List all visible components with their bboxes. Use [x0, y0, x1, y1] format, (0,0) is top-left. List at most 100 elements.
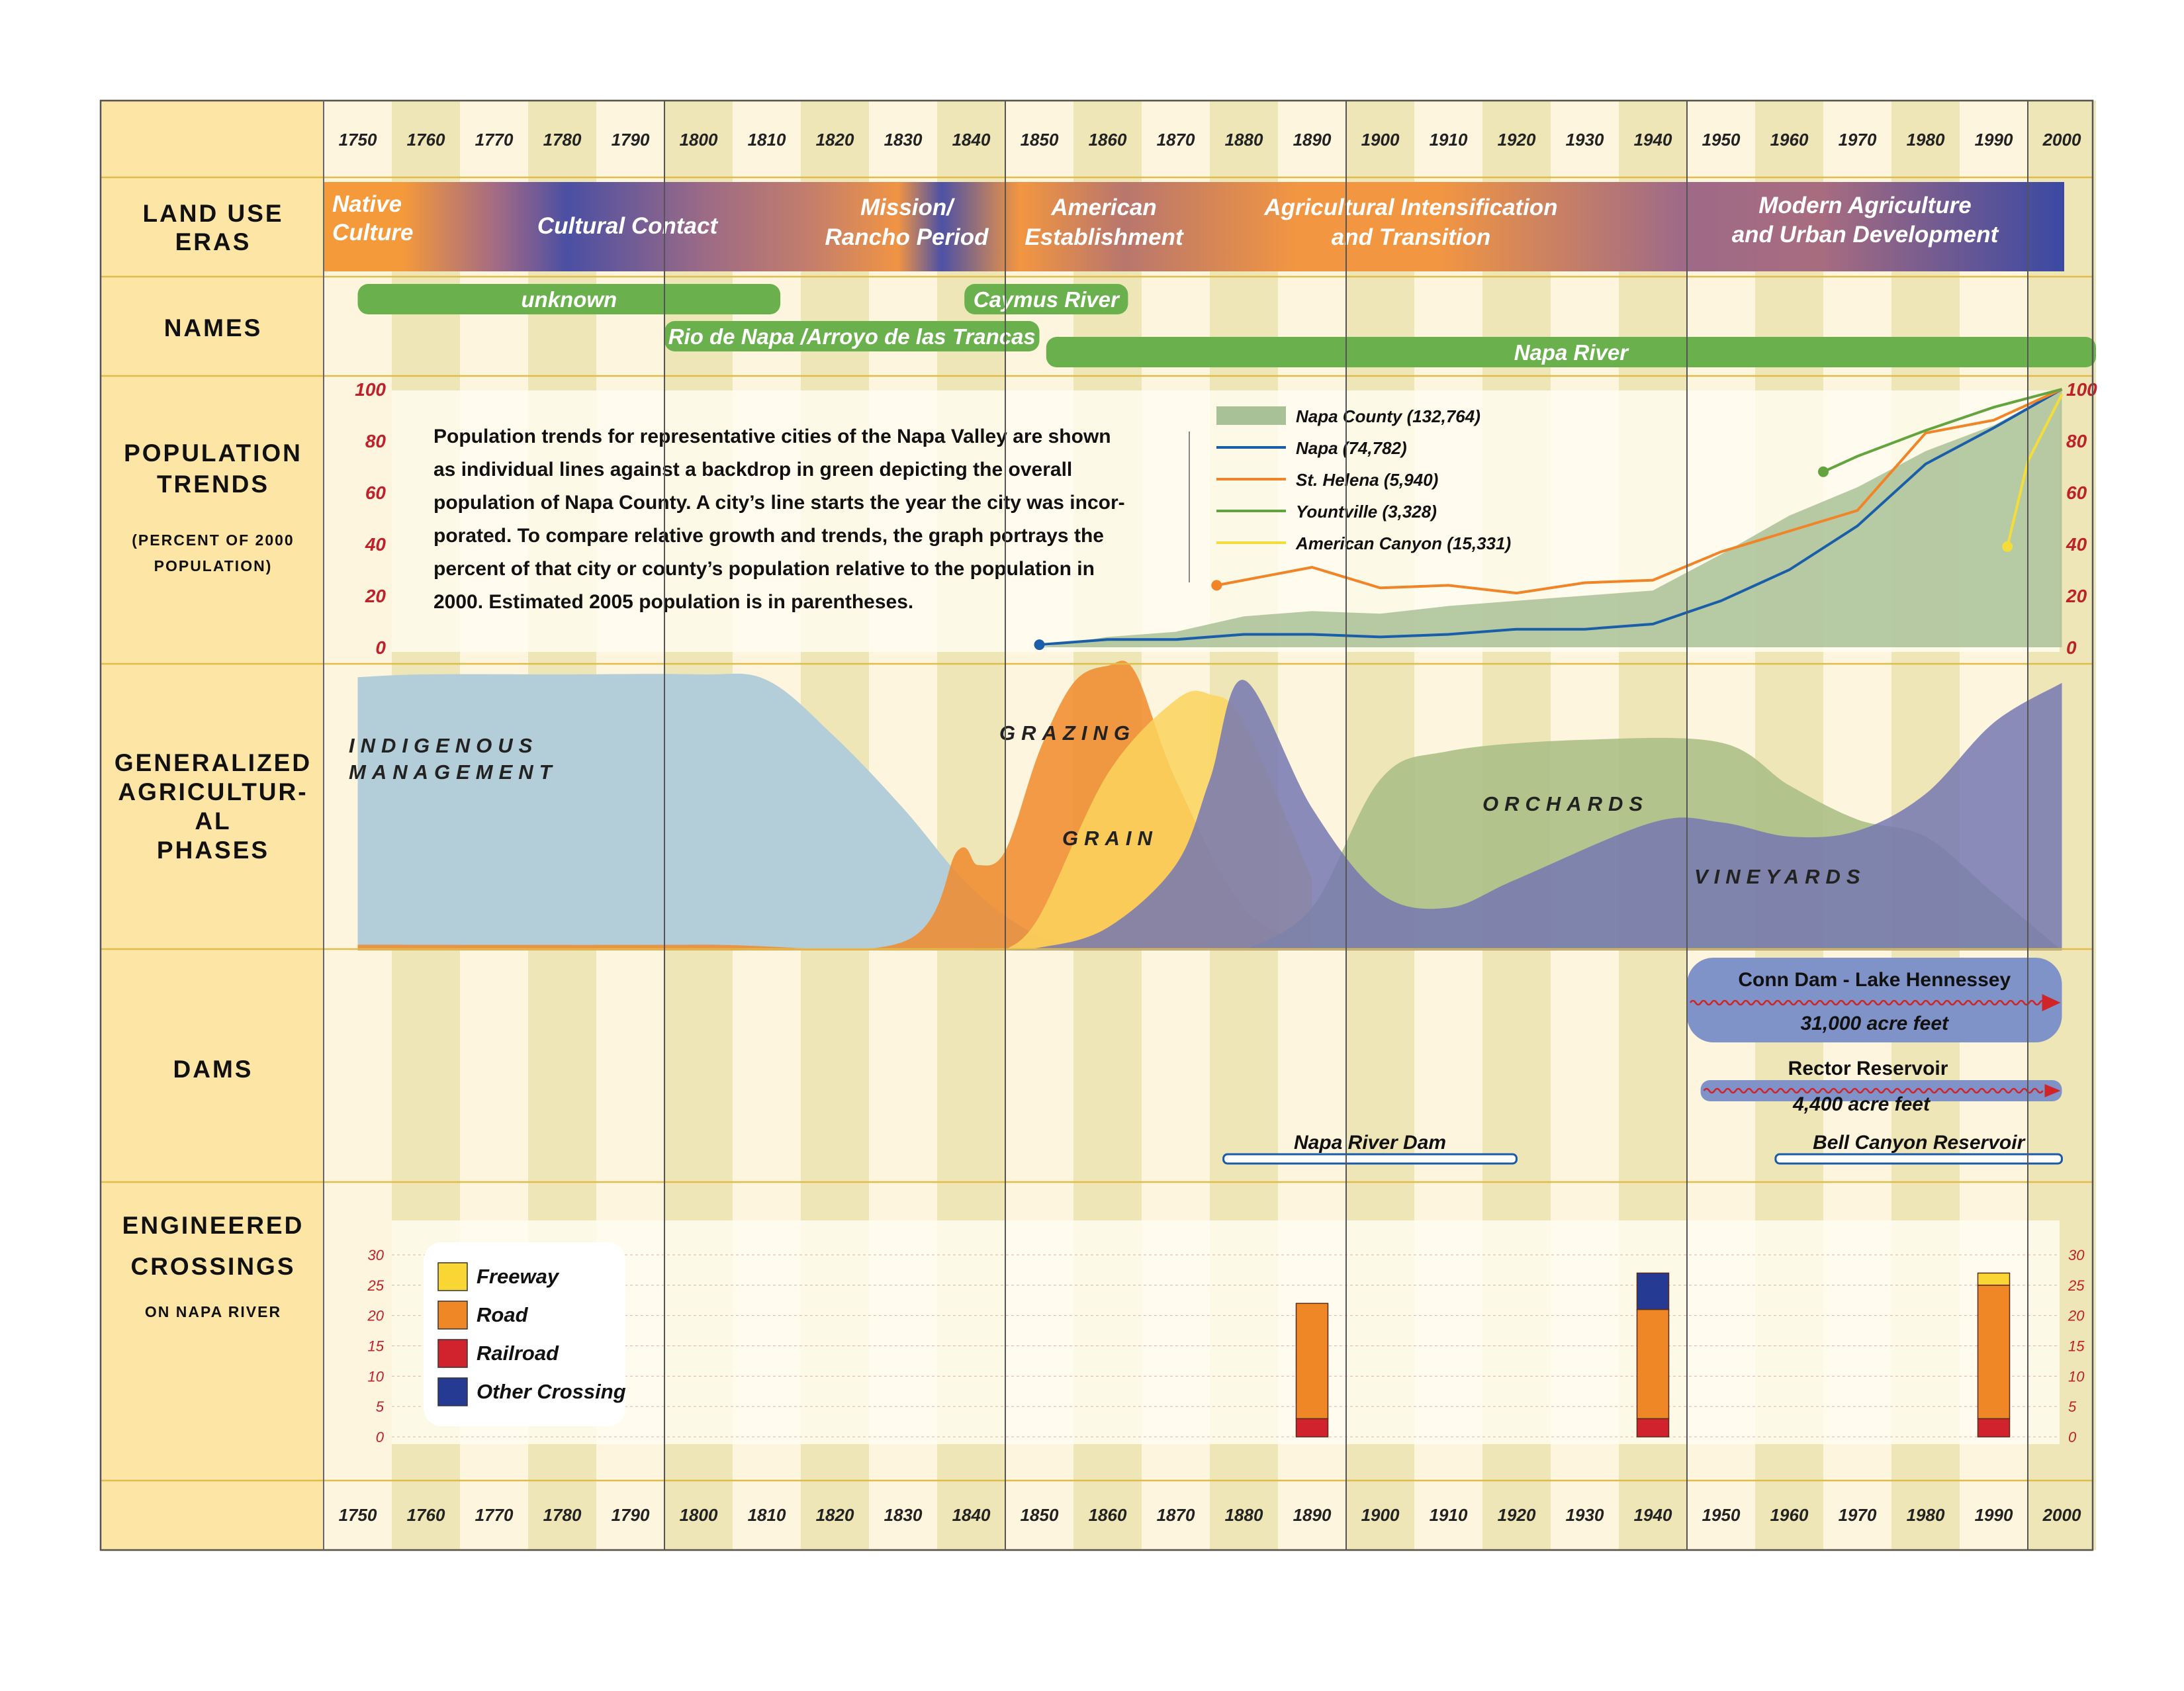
frame-lines [99, 99, 2094, 1551]
cross-bar-1940-road [1636, 1308, 1670, 1420]
year-label-bottom-1960: 1960 [1770, 1505, 1809, 1525]
year-label-top-1860: 1860 [1089, 130, 1127, 150]
year-label-bottom-1820: 1820 [816, 1505, 854, 1525]
dam-bar-napa-river-dam [1222, 1153, 1518, 1165]
pop-tick-right-40: 40 [2066, 534, 2087, 555]
cross-legend-swatch-2 [437, 1339, 468, 1368]
pop-tick-left-40: 40 [365, 534, 387, 555]
land-use-era-band [324, 182, 2064, 271]
agricultural-phase-labels: INDIGENOUS MANAGEMENT INDIGENOUS MANAGEM… [349, 721, 1860, 888]
year-label-top-1950: 1950 [1702, 130, 1741, 150]
pop-line-start-2 [1211, 580, 1222, 591]
pop-line-2 [1216, 388, 2063, 595]
pop-tick-right-80: 80 [2066, 431, 2087, 451]
crossings-bars [1295, 1272, 2011, 1438]
year-label-bottom-1860: 1860 [1089, 1505, 1127, 1525]
cross-tick-right-20: 20 [2068, 1308, 2085, 1324]
year-label-top-1890: 1890 [1293, 130, 1332, 150]
year-label-top-1810: 1810 [748, 130, 786, 150]
phase-label-orchards: ORCHARDS [1482, 792, 1649, 815]
year-label-top-1820: 1820 [816, 130, 854, 150]
row-label-population-2: TRENDS [157, 471, 269, 498]
cross-tick-right-30: 30 [2068, 1247, 2085, 1263]
cross-legend-label-3: Other Crossing [477, 1380, 626, 1403]
dam-title-conn: Conn Dam - Lake Hennessey [1738, 969, 2011, 991]
year-label-bottom-1780: 1780 [543, 1505, 582, 1525]
agricultural-phases [357, 661, 2062, 950]
row-label-crossings-2: CROSSINGS [130, 1253, 295, 1280]
pop-tick-left-20: 20 [365, 586, 387, 606]
cross-tick-left-20: 20 [367, 1308, 385, 1324]
dam-flow-rector [1703, 1087, 2044, 1094]
pop-line-1 [1039, 388, 2063, 647]
year-label-top-1850: 1850 [1021, 130, 1059, 150]
year-label-bottom-1970: 1970 [1839, 1505, 1877, 1525]
dam-capacity-conn: 31,000 acre feet [1800, 1013, 1950, 1034]
year-label-bottom-1950: 1950 [1702, 1505, 1741, 1525]
dam-bar-rector [1700, 1080, 2062, 1101]
row-sublabel-crossings: ON NAPA RIVER [145, 1303, 281, 1320]
dam-title-bell-canyon: Bell Canyon Reservoir [1813, 1132, 2026, 1154]
crossings-plot-background [392, 1220, 2060, 1444]
row-label-crossings-1: ENGINEERED [122, 1212, 304, 1239]
cross-tick-left-30: 30 [368, 1247, 385, 1263]
year-label-top-1830: 1830 [884, 130, 923, 150]
pop-legend-label-2: St. Helena (5,940) [1296, 470, 1438, 490]
year-label-top-1940: 1940 [1634, 130, 1672, 150]
phase-area-indigenous-management [357, 673, 1108, 950]
era-agricultural-2: and Transition [1332, 224, 1491, 250]
population-legend: Napa County (132,764) Napa (74,782) St. He… [1216, 406, 1511, 553]
era-native-2: Culture [332, 220, 414, 246]
year-label-bottom-1920: 1920 [1498, 1505, 1536, 1525]
year-label-top-1990: 1990 [1975, 130, 2013, 150]
row-label-agriculture-1: GENERALIZED [114, 749, 312, 776]
name-label-0: unknown [521, 287, 617, 312]
year-label-bottom-2000: 2000 [2042, 1505, 2081, 1525]
row-label-agriculture-2: AGRICULTUR- [118, 778, 308, 805]
cross-bar-1990-railroad [1977, 1418, 2011, 1438]
row-labels: LAND USE ERAS NAMES POPULATION TRENDS (P… [114, 200, 312, 1320]
era-mission-1: Mission/ [860, 195, 955, 220]
dam-flow-conn [1689, 999, 2052, 1006]
cross-bar-1940-railroad [1636, 1418, 1670, 1438]
description-line-2: as individual lines against a backdrop i… [433, 459, 1072, 480]
name-label-1: Caymus River [974, 287, 1120, 312]
pop-legend-label-4: American Canyon (15,331) [1295, 533, 1511, 553]
pop-legend-label-0: Napa County (132,764) [1296, 406, 1480, 426]
year-label-top-1930: 1930 [1566, 130, 1604, 150]
phase-label-indigenous-line1: INDIGENOUS [349, 734, 538, 757]
cross-bar-1890-railroad [1295, 1418, 1329, 1438]
row-label-land-use-1: LAND USE [142, 200, 283, 227]
name-label-2: Rio de Napa /Arroyo de las Trancas [668, 324, 1036, 349]
year-label-top-1900: 1900 [1361, 130, 1400, 150]
pop-tick-left-80: 80 [365, 431, 387, 451]
river-names: unknown Caymus River Rio de Napa /Arroyo d… [357, 284, 2096, 367]
year-label-top-1870: 1870 [1157, 130, 1195, 150]
cross-tick-left-25: 25 [367, 1277, 385, 1294]
year-label-bottom-1850: 1850 [1021, 1505, 1059, 1525]
row-label-agriculture-3: AL [195, 807, 231, 835]
cross-legend-label-0: Freeway [477, 1265, 560, 1288]
description-line-3: population of Napa County. A city’s line… [433, 492, 1125, 514]
description-line-1: Population trends for representative cit… [433, 426, 1111, 447]
pop-legend-swatch-0 [1216, 406, 1286, 425]
pop-tick-left-100: 100 [355, 379, 386, 400]
year-label-bottom-1980: 1980 [1907, 1505, 1945, 1525]
year-label-bottom-1930: 1930 [1566, 1505, 1604, 1525]
year-label-bottom-1760: 1760 [407, 1505, 445, 1525]
cross-tick-left-5: 5 [376, 1398, 385, 1415]
cross-tick-right-10: 10 [2068, 1368, 2085, 1385]
pop-tick-right-20: 20 [2066, 586, 2087, 606]
year-label-bottom-1910: 1910 [1430, 1505, 1468, 1525]
cross-tick-right-5: 5 [2068, 1398, 2077, 1415]
dam-bar-conn [1687, 958, 2062, 1042]
crossings-y-ticks: 0 0 5 5 10 10 15 15 20 20 25 25 30 30 [367, 1247, 2085, 1445]
year-label-top-1960: 1960 [1770, 130, 1809, 150]
year-label-bottom-1990: 1990 [1975, 1505, 2013, 1525]
phase-label-grain: GRAIN [1062, 827, 1158, 850]
phase-area-vineyards [971, 680, 2062, 950]
pop-legend-label-3: Yountville (3,328) [1296, 502, 1437, 522]
year-label-top-1760: 1760 [407, 130, 445, 150]
